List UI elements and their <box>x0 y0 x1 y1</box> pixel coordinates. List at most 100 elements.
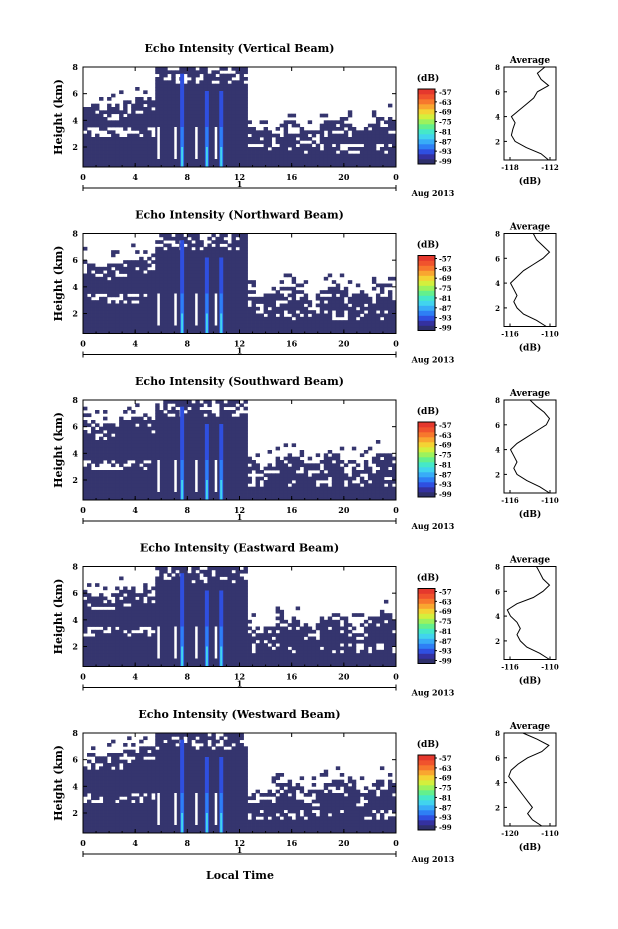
heatmap-cell <box>167 423 172 428</box>
heatmap-cell <box>95 616 100 621</box>
heatmap-cell <box>215 276 220 281</box>
heatmap-cell <box>103 623 108 627</box>
heatmap-cell <box>351 473 357 478</box>
heatmap-cell <box>95 286 100 291</box>
heatmap-cell <box>207 80 212 85</box>
heatmap-cell <box>327 460 333 464</box>
heatmap-cell <box>99 296 104 301</box>
heatmap-cell <box>119 619 124 624</box>
heatmap-cell <box>379 283 385 288</box>
heatmap-cell <box>379 466 385 471</box>
heatmap-cell <box>167 280 172 284</box>
heatmap-cell <box>83 117 88 121</box>
heatmap-cell <box>135 87 140 91</box>
heatmap-cell <box>379 470 385 474</box>
heatmap-cell <box>155 163 160 168</box>
heatmap-cell <box>263 306 268 311</box>
heatmap-cell <box>175 426 180 431</box>
heatmap-cell <box>279 310 285 314</box>
heatmap-cell <box>155 430 160 434</box>
heatmap-cell <box>163 493 168 498</box>
heatmap-cell <box>163 70 168 75</box>
heatmap-cell <box>199 123 204 128</box>
heatmap-cell <box>171 296 176 301</box>
heatmap-cell <box>143 303 148 308</box>
heatmap-cell <box>279 320 285 324</box>
colorbar-segment <box>418 270 435 276</box>
heatmap-cell <box>87 306 92 311</box>
heatmap-cell <box>283 326 289 331</box>
heatmap-cell <box>355 326 361 331</box>
heatmap-cell <box>219 73 224 78</box>
heatmap-cell <box>123 599 128 604</box>
heatmap-cell <box>87 143 92 148</box>
heatmap-cell <box>199 283 204 288</box>
heatmap-cell <box>167 127 172 131</box>
heatmap-cell <box>87 303 92 308</box>
heatmap-cell <box>111 273 116 278</box>
heatmap-cell <box>267 480 272 484</box>
heatmap-cell <box>87 593 92 597</box>
heatmap-cell <box>215 243 220 248</box>
heatmap-cell <box>239 453 244 458</box>
heatmap-cell <box>303 296 309 301</box>
heatmap-cell <box>347 113 353 118</box>
heatmap-cell <box>347 306 353 311</box>
heatmap-cell <box>207 423 212 428</box>
heatmap-cell <box>135 330 140 334</box>
heatmap-cell <box>131 140 136 145</box>
heatmap-cell <box>99 480 104 484</box>
heatmap-cell <box>215 446 220 451</box>
heatmap-cell <box>291 476 297 481</box>
heatmap-cell <box>359 137 365 141</box>
heatmap-cell <box>271 496 277 501</box>
heatmap-cell <box>163 290 168 294</box>
heatmap-cell <box>243 93 248 98</box>
heatmap-cell <box>87 616 92 621</box>
heatmap-cell <box>91 613 96 617</box>
heatmap-cell <box>171 100 176 105</box>
heatmap-cell <box>391 456 397 461</box>
heatmap-cell <box>107 160 112 165</box>
heatmap-cell <box>143 646 148 651</box>
heatmap-cell <box>123 466 128 471</box>
heatmap-cell <box>131 633 136 637</box>
heatmap-cell <box>323 463 329 468</box>
heatmap-cell <box>131 316 136 321</box>
heatmap-cell <box>243 243 248 248</box>
heatmap-cell <box>199 263 204 268</box>
heatmap-cell <box>251 493 256 498</box>
heatmap-cell <box>175 420 180 424</box>
heatmap-cell <box>127 473 132 478</box>
heatmap-cell <box>303 323 309 328</box>
heatmap-cell <box>147 143 152 148</box>
heatmap-cell <box>255 470 260 474</box>
heatmap-cell <box>351 133 357 138</box>
heatmap-cell <box>107 320 112 324</box>
heatmap-cell <box>139 606 144 611</box>
heatmap-cell <box>183 83 188 88</box>
heatmap-cell <box>267 300 272 304</box>
heatmap-cell <box>139 296 144 301</box>
heatmap-cell <box>191 443 196 448</box>
heatmap-cell <box>247 313 252 318</box>
heatmap-cell <box>243 283 248 288</box>
heatmap-cell <box>95 496 100 501</box>
heatmap-cell <box>327 137 333 141</box>
heatmap-cell <box>323 330 329 334</box>
heatmap-cell <box>155 410 160 414</box>
heatmap-cell <box>91 453 96 458</box>
heatmap-cell <box>107 603 112 607</box>
heatmap-cell <box>127 320 132 324</box>
heatmap-cell <box>119 266 124 271</box>
heatmap-cell <box>355 137 361 141</box>
heatmap-cell <box>191 426 196 431</box>
heatmap-cell <box>307 330 313 334</box>
heatmap-cell <box>271 326 277 331</box>
heatmap-cell <box>123 117 128 121</box>
heatmap-cell <box>175 70 180 75</box>
heatmap-cell <box>303 143 309 148</box>
heatmap-cell <box>371 316 377 321</box>
heatmap-cell <box>119 589 124 594</box>
heatmap-cell <box>143 266 148 271</box>
